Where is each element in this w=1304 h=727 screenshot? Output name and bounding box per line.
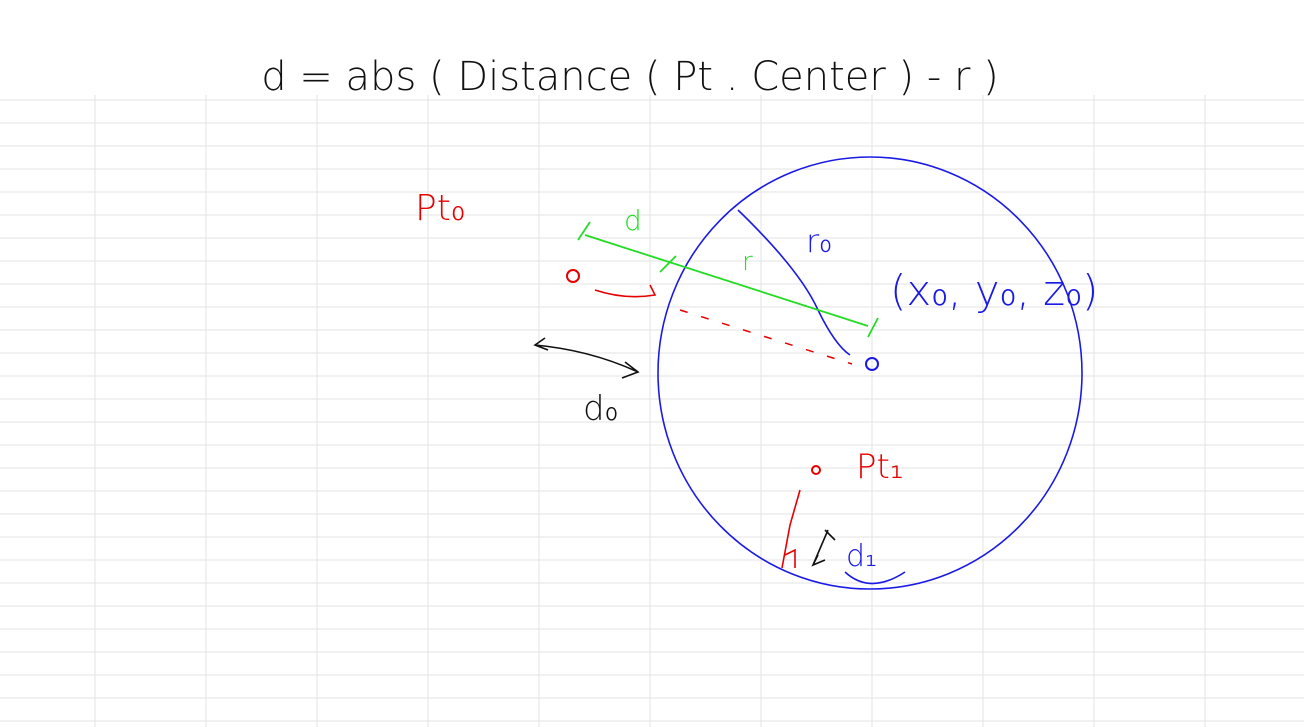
- label-r: r: [742, 247, 753, 277]
- arrow-d0: [533, 337, 640, 379]
- radius-line: [737, 209, 851, 356]
- label-center: (x₀, y₀, z₀): [890, 266, 1098, 315]
- sheet-grid: [0, 95, 1304, 727]
- label-d0: d₀: [583, 389, 618, 429]
- dashed-line: [679, 309, 853, 365]
- point-0: [566, 269, 580, 283]
- center-point: [865, 357, 879, 371]
- label-d1: d₁: [846, 539, 877, 574]
- arrow-d1: [811, 529, 836, 567]
- label-pt1: Pt₁: [856, 447, 903, 487]
- point-1: [811, 465, 821, 475]
- circle: [657, 156, 1083, 590]
- label-r0: r₀: [806, 222, 832, 260]
- distance-line: [577, 221, 879, 338]
- point-0-mark: [594, 284, 657, 298]
- label-pt0: Pt₀: [415, 188, 465, 229]
- formula: d = abs ( Distance ( Pt . Center ) - r ): [261, 54, 999, 100]
- underline: [844, 571, 906, 585]
- point-1-mark: [781, 489, 801, 569]
- label-d: d: [624, 204, 642, 237]
